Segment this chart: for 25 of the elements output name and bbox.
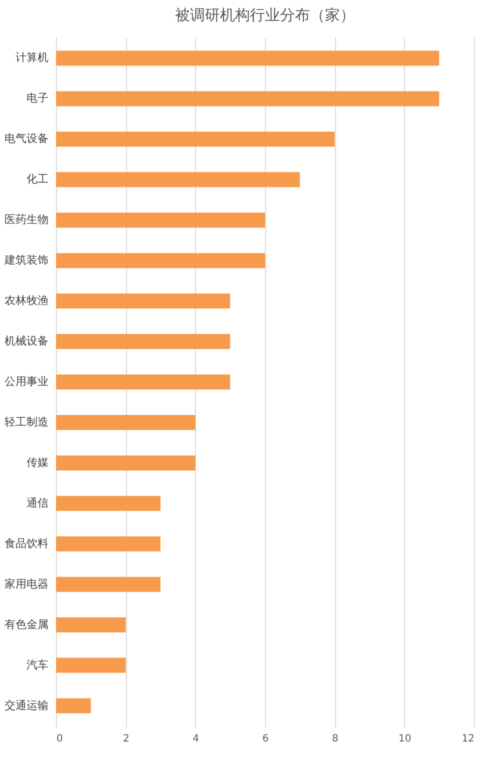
y-tick-label: 电气设备 bbox=[4, 132, 48, 146]
x-tick-label: 8 bbox=[332, 734, 338, 744]
y-tick-label: 农林牧渔 bbox=[4, 294, 48, 308]
chart-title: 被调研机构行业分布（家） bbox=[175, 6, 355, 24]
y-tick-label: 食品饮料 bbox=[4, 536, 48, 550]
x-tick-label: 10 bbox=[398, 734, 412, 744]
x-tick-label: 2 bbox=[122, 734, 130, 744]
y-tick-label: 公用事业 bbox=[4, 375, 48, 388]
y-tick-label: 轻工制造 bbox=[4, 415, 48, 428]
y-tick-label: 计算机 bbox=[16, 51, 48, 64]
x-tick-label: 4 bbox=[192, 734, 200, 744]
y-tick-label: 化工 bbox=[26, 172, 48, 186]
x-tick-label: 12 bbox=[462, 734, 474, 744]
y-tick-label: 汽车 bbox=[26, 658, 48, 672]
y-tick-label: 医药生物 bbox=[4, 213, 48, 226]
y-tick-label: 建筑装饰 bbox=[4, 254, 48, 267]
y-tick-label: 交通运输 bbox=[4, 698, 48, 712]
y-tick-label: 通信 bbox=[26, 496, 48, 510]
y-tick-label: 家用电器 bbox=[4, 577, 48, 590]
x-tick-label: 0 bbox=[56, 734, 63, 744]
y-tick-label: 机械设备 bbox=[4, 334, 48, 348]
x-tick-label: 6 bbox=[262, 734, 269, 744]
y-tick-label: 有色金属 bbox=[4, 618, 48, 631]
y-tick-label: 传媒 bbox=[26, 456, 48, 469]
y-tick-label: 电子 bbox=[26, 92, 48, 105]
